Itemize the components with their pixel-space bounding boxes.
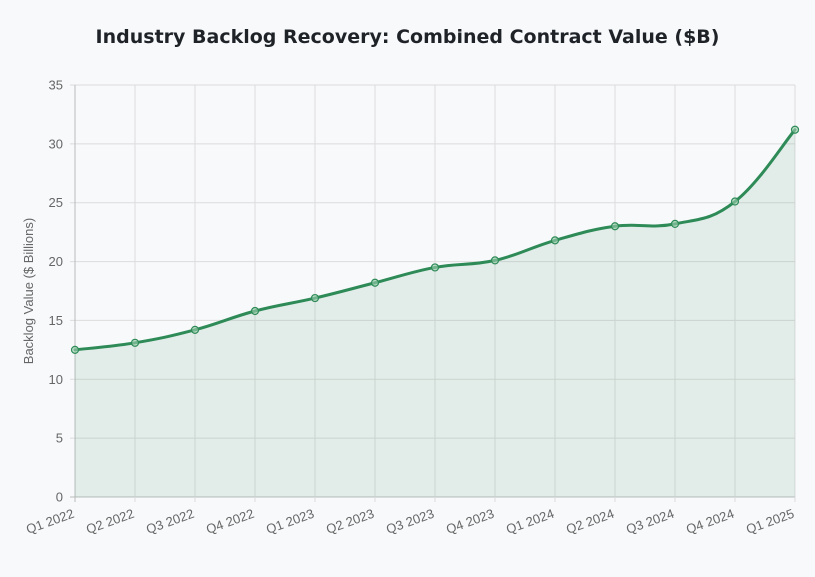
y-tick-label: 5 <box>56 431 63 446</box>
data-point[interactable] <box>370 278 380 287</box>
x-tick-label: Q3 2024 <box>624 506 676 537</box>
x-tick-label: Q2 2023 <box>324 506 376 537</box>
y-tick-label: 30 <box>49 136 63 151</box>
data-point[interactable] <box>490 256 500 265</box>
data-point[interactable] <box>550 236 560 245</box>
point-layer <box>70 125 800 354</box>
x-tick-label: Q3 2023 <box>384 506 436 537</box>
x-tick-label: Q1 2025 <box>744 506 796 537</box>
x-tick-label: Q4 2023 <box>444 506 496 537</box>
data-point[interactable] <box>610 222 620 231</box>
data-point[interactable] <box>70 345 80 354</box>
data-point[interactable] <box>310 293 320 303</box>
chart-title: Industry Backlog Recovery: Combined Cont… <box>95 26 720 48</box>
data-point[interactable] <box>730 197 740 206</box>
y-tick-label: 10 <box>49 372 63 387</box>
data-point[interactable] <box>250 306 260 316</box>
y-tick-label: 35 <box>49 78 63 93</box>
grid-layer <box>70 84 796 502</box>
y-tick-label: 15 <box>49 313 63 328</box>
area-layer <box>75 129 795 497</box>
data-point[interactable] <box>430 263 440 272</box>
x-tick-label: Q2 2024 <box>564 506 616 537</box>
x-tick-label: Q3 2022 <box>144 506 196 537</box>
y-axis-title: Backlog Value ($ Billions) <box>21 218 36 364</box>
y-tick-label: 25 <box>49 195 63 210</box>
data-point[interactable] <box>130 338 140 347</box>
x-tick-label: Q1 2024 <box>504 506 556 537</box>
data-point[interactable] <box>670 219 680 229</box>
x-tick-label: Q4 2022 <box>204 506 256 537</box>
y-tick-label: 20 <box>49 254 63 269</box>
series-area <box>75 129 795 497</box>
x-tick-label: Q1 2023 <box>264 506 316 537</box>
x-tick-label: Q2 2022 <box>84 506 136 537</box>
data-point[interactable] <box>190 325 200 334</box>
x-axis-ticks: Q1 2022 Q2 2022 Q3 2022 Q4 2022 Q1 2023 Q2 20… <box>24 506 796 537</box>
x-tick-label: Q1 2022 <box>24 506 76 537</box>
x-tick-label: Q4 2024 <box>684 506 736 537</box>
y-axis-ticks: 0 5 10 15 20 25 30 35 <box>49 78 63 505</box>
y-tick-label: 0 <box>56 490 63 505</box>
data-point[interactable] <box>790 125 800 134</box>
